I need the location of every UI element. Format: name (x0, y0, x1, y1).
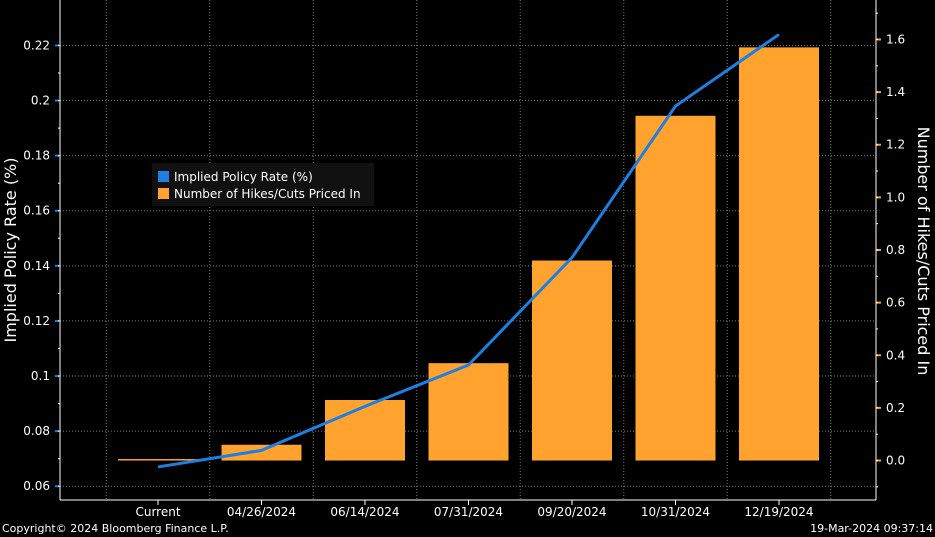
left-tick-label: 0.06 (23, 479, 50, 493)
timestamp-text: 19-Mar-2024 09:37:14 (810, 522, 933, 535)
x-tick-label: 06/14/2024 (330, 505, 399, 519)
right-tick-label: 0.2 (886, 401, 905, 415)
legend-label-rate: Implied Policy Rate (%) (174, 169, 313, 184)
copyright-text: Copyright© 2024 Bloomberg Finance L.P. (2, 522, 229, 535)
x-tick-label: 10/31/2024 (641, 505, 710, 519)
left-tick-label: 0.2 (31, 94, 50, 108)
legend-item-rate: Implied Policy Rate (%) (152, 168, 374, 185)
legend-label-hikes: Number of Hikes/Cuts Priced In (174, 186, 361, 201)
right-tick-label: 0.4 (886, 348, 905, 362)
right-tick-label: 1.2 (886, 138, 905, 152)
legend-swatch-hikes (158, 188, 169, 199)
right-axis-title: Number of Hikes/Cuts Priced In (914, 127, 933, 376)
x-axis-ticks: Current 04/26/2024 06/14/2024 07/31/2024 09/… (135, 500, 814, 519)
bar (118, 459, 198, 461)
line-series (157, 33, 780, 469)
bar (325, 400, 405, 461)
legend-swatch-rate (158, 171, 169, 182)
left-axis-title: Implied Policy Rate (%) (1, 157, 20, 342)
left-tick-label: 0.08 (23, 424, 50, 438)
bar (635, 115, 716, 461)
bar-series (118, 47, 819, 461)
right-tick-label: 0.8 (886, 243, 905, 257)
x-tick-label: Current (135, 505, 180, 519)
x-tick-label: 04/26/2024 (227, 505, 296, 519)
bar (739, 47, 819, 461)
left-axis-ticks: 0.06 0.08 0.1 0.12 0.14 0.16 0.18 0.2 0.22 (23, 38, 60, 493)
legend: Implied Policy Rate (%) Number of Hikes/… (152, 163, 374, 206)
bar (428, 363, 509, 461)
left-tick-label: 0.14 (23, 259, 50, 273)
left-tick-label: 0.22 (23, 38, 50, 52)
right-tick-label: 1.6 (886, 32, 905, 46)
right-tick-label: 0.0 (886, 454, 905, 468)
left-tick-label: 0.12 (23, 314, 50, 328)
x-tick-label: 12/19/2024 (744, 505, 813, 519)
legend-item-hikes: Number of Hikes/Cuts Priced In (152, 185, 374, 202)
left-tick-label: 0.18 (23, 149, 50, 163)
bar (221, 444, 302, 461)
left-tick-label: 0.1 (31, 369, 50, 383)
x-tick-label: 09/20/2024 (537, 505, 606, 519)
right-tick-label: 0.6 (886, 296, 905, 310)
left-tick-label: 0.16 (23, 204, 50, 218)
x-tick-label: 07/31/2024 (434, 505, 503, 519)
right-axis-ticks: 0.0 0.2 0.4 0.6 0.8 1.0 1.2 1.4 1.6 (876, 12, 905, 488)
right-tick-label: 1.0 (886, 190, 905, 204)
bar (532, 260, 612, 461)
right-tick-label: 1.4 (886, 85, 905, 99)
